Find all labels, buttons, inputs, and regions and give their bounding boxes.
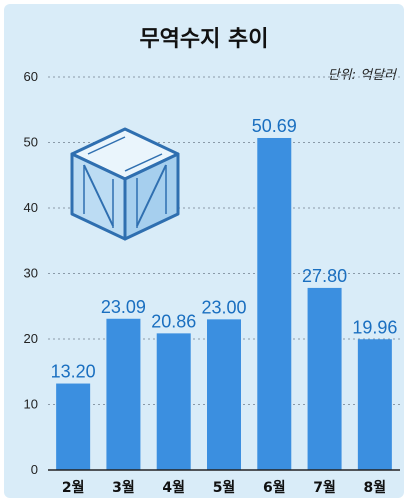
x-tick-label: 8월 — [364, 479, 387, 496]
x-tick-label: 3월 — [112, 479, 135, 496]
bar-6 — [307, 287, 342, 470]
data-label: 19.96 — [352, 317, 397, 337]
x-tick-label: 7월 — [313, 479, 336, 496]
data-label: 20.86 — [151, 311, 196, 331]
data-label: 23.09 — [101, 297, 146, 317]
data-label: 27.80 — [302, 266, 347, 286]
x-tick-label: 4월 — [162, 479, 185, 496]
x-tick-label: 5월 — [213, 479, 236, 496]
bar-2 — [106, 318, 141, 470]
bars — [56, 137, 392, 470]
y-axis-ticks: 0 10 20 30 40 50 60 — [24, 69, 38, 477]
x-axis-ticks: 2월 3월 4월 5월 6월 7월 8월 — [62, 479, 386, 496]
x-tick-label: 6월 — [263, 479, 286, 496]
bar-5 — [257, 137, 292, 470]
bar-1 — [56, 383, 91, 470]
x-tick-label: 2월 — [62, 479, 85, 496]
y-tick-label: 50 — [24, 135, 38, 150]
bar-chart: 무역수지 추이 단위: 억달러 0 10 20 30 40 50 60 13.20 23.09… — [24, 27, 400, 496]
data-label: 23.00 — [201, 297, 246, 317]
y-tick-label: 30 — [24, 266, 38, 281]
data-label: 50.69 — [252, 116, 297, 136]
bar-3 — [156, 333, 191, 470]
y-tick-label: 0 — [31, 462, 38, 477]
bar-4 — [207, 319, 241, 470]
wooden-crate-icon — [70, 127, 180, 241]
bar-7 — [357, 339, 392, 470]
y-tick-label: 20 — [24, 331, 38, 346]
chart-title: 무역수지 추이 — [139, 27, 268, 52]
y-tick-label: 60 — [24, 69, 38, 84]
unit-label: 단위: 억달러 — [328, 68, 397, 83]
y-tick-label: 10 — [24, 397, 38, 412]
y-tick-label: 40 — [24, 200, 38, 215]
chart-panel: 무역수지 추이 단위: 억달러 0 10 20 30 40 50 60 13.20 23.09… — [4, 4, 404, 498]
data-label: 13.20 — [51, 362, 96, 382]
